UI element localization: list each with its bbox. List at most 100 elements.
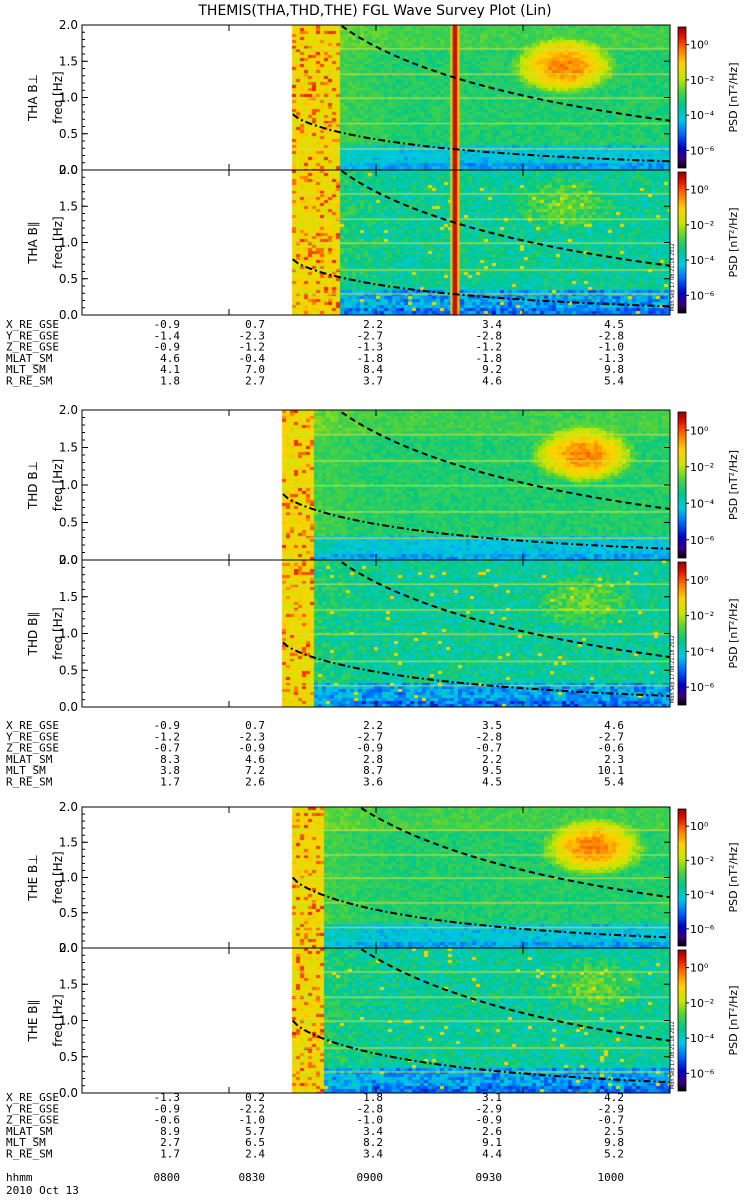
ephemeris-value: -2.8 <box>476 329 503 342</box>
colorbar-tick-label: 10⁻² <box>690 219 714 232</box>
freq-axis-label: freq [Hz] <box>51 851 65 903</box>
ephemeris-value: 5.2 <box>604 1148 624 1161</box>
time-tick-label: 0830 <box>239 1171 266 1184</box>
lower-gyrofrequency-curve <box>291 1019 671 1084</box>
freq-tick-label: 0.5 <box>59 272 78 286</box>
colorbar <box>677 808 687 947</box>
ephemeris-value: 2.2 <box>363 719 383 732</box>
ephemeris-value: 7.2 <box>245 764 265 777</box>
colorbar-tick-label: 10⁻⁴ <box>690 109 715 122</box>
ephemeris-label: MLAT_SM <box>6 753 53 766</box>
ephemeris-label: R_RE_SM <box>6 375 53 388</box>
panel-label: THD B⊥ <box>26 461 40 510</box>
ephemeris-tha: X_RE_GSE -0.9 0.7 2.2 3.4 4.5 Y_RE_GSE -1.4 -2.3… <box>6 318 624 388</box>
freq-tick-label: 0.0 <box>59 1086 78 1100</box>
ephemeris-value: 2.3 <box>604 753 624 766</box>
ephemeris-value: 4.6 <box>482 375 502 388</box>
ephemeris-value: -1.4 <box>154 329 181 342</box>
ephemeris-label: Y_RE_GSE <box>6 1102 59 1115</box>
ephemeris-label: MLAT_SM <box>6 352 53 365</box>
freq-tick-label: 0.5 <box>59 127 78 141</box>
colorbar <box>677 171 687 314</box>
ephemeris-value: 1.7 <box>160 776 180 789</box>
panel-label: THA B⊥ <box>26 74 40 122</box>
ephemeris-value: -2.9 <box>598 1102 625 1115</box>
spectrogram-image <box>82 560 670 707</box>
freq-axis-label: freq [Hz] <box>51 994 65 1046</box>
panel-label: THA B∥ <box>26 221 40 265</box>
freq-tick-label: 1.0 <box>59 871 78 885</box>
ephemeris-value: 3.4 <box>363 1148 383 1161</box>
upper-gyrofrequency-curve <box>341 25 671 122</box>
ephemeris-value: -0.7 <box>476 742 503 755</box>
spectrogram-the-par: 0.0 0.5 1.0 1.5 2.0 THE B∥ freq [Hz] 10⁰ 10⁻² 10⁻… <box>26 941 740 1100</box>
date-label: 2010 Oct 13 <box>6 1184 79 1197</box>
ephemeris-value: -2.2 <box>239 1102 266 1115</box>
ephemeris-value: 5.4 <box>604 375 624 388</box>
creation-timestamp: Mon Sep 17 08:21:18 2012 <box>670 243 676 311</box>
ephemeris-tables: X_RE_GSE -0.9 0.7 2.2 3.4 4.5 Y_RE_GSE -1.4 -2.3… <box>6 318 624 1161</box>
ephemeris-value: -0.9 <box>154 1102 181 1115</box>
ephemeris-value: 9.2 <box>482 363 502 376</box>
colorbar <box>677 26 687 169</box>
freq-tick-label: 1.0 <box>59 1014 78 1028</box>
ephemeris-value: -2.7 <box>598 730 625 743</box>
ephemeris-value: 8.4 <box>363 363 383 376</box>
ephemeris-value: -1.2 <box>476 341 503 354</box>
freq-tick-label: 2.0 <box>59 553 78 567</box>
colorbar-tick-label: 10⁻² <box>690 997 714 1010</box>
ephemeris-value: 0.7 <box>245 719 265 732</box>
ephemeris-value: 2.6 <box>482 1125 502 1138</box>
freq-tick-label: 1.5 <box>59 835 78 849</box>
colorbar-label: PSD [nT²/Hz] <box>727 62 740 132</box>
ephemeris-label: Z_RE_GSE <box>6 341 59 354</box>
freq-tick-label: 1.5 <box>59 977 78 991</box>
ephemeris-value: -1.8 <box>357 352 384 365</box>
freq-axis-label: freq [Hz] <box>51 459 65 511</box>
time-tick-label: 0800 <box>154 1171 181 1184</box>
ephemeris-value: -1.0 <box>598 341 625 354</box>
upper-gyrofrequency-curve <box>341 170 671 267</box>
ephemeris-value: -2.3 <box>239 730 266 743</box>
colorbar-tick-label: 10⁰ <box>690 39 709 52</box>
ephemeris-label: MLT_SM <box>6 764 46 777</box>
ephemeris-value: 4.6 <box>604 719 624 732</box>
spectrogram-thd-perp: 0.0 0.5 1.0 1.5 2.0 THD B⊥ freq [Hz] 10⁰ 10⁻² 10⁻… <box>26 403 740 567</box>
ephemeris-value: -0.6 <box>154 1114 181 1127</box>
freq-tick-label: 0.0 <box>59 700 78 714</box>
colorbar-tick-label: 10⁻² <box>690 461 714 474</box>
freq-tick-label: 0.5 <box>59 906 78 920</box>
colorbar-label: PSD [nT²/Hz] <box>727 598 740 668</box>
ephemeris-label: Y_RE_GSE <box>6 730 59 743</box>
ephemeris-value: -0.9 <box>239 742 266 755</box>
colorbar <box>677 561 687 706</box>
freq-tick-label: 0.0 <box>59 308 78 322</box>
ephemeris-value: -1.3 <box>154 1091 181 1104</box>
ephemeris-value: 4.2 <box>604 1091 624 1104</box>
colorbar-tick-label: 10⁰ <box>690 184 709 197</box>
ephemeris-value: 2.7 <box>160 1136 180 1149</box>
ephemeris-value: 0.7 <box>245 318 265 331</box>
freq-tick-label: 0.5 <box>59 516 78 530</box>
ephemeris-value: 4.1 <box>160 363 180 376</box>
colorbar-tick-label: 10⁻⁴ <box>690 645 715 658</box>
freq-tick-label: 1.5 <box>59 54 78 68</box>
panel-label: THD B∥ <box>26 612 40 657</box>
ephemeris-value: 4.6 <box>160 352 180 365</box>
freq-tick-label: 0.5 <box>59 663 78 677</box>
ephemeris-value: 9.8 <box>604 1136 624 1149</box>
colorbar-label: PSD [nT²/Hz] <box>727 985 740 1055</box>
colorbar-label: PSD [nT²/Hz] <box>727 842 740 912</box>
ephemeris-value: -0.9 <box>154 719 181 732</box>
freq-tick-label: 1.0 <box>59 478 78 492</box>
colorbar-tick-label: 10⁻⁶ <box>690 681 715 694</box>
spectrogram-image <box>82 410 670 560</box>
creation-timestamp: Mon Sep 17 08:21:18 2012 <box>670 1021 676 1089</box>
colorbar-tick-label: 10⁻⁶ <box>690 1067 715 1080</box>
freq-axis-label: freq [Hz] <box>51 607 65 659</box>
ephemeris-label: R_RE_SM <box>6 776 53 789</box>
colorbar-tick-label: 10⁰ <box>690 574 709 587</box>
ephemeris-value: 8.9 <box>160 1125 180 1138</box>
colorbar <box>677 411 687 559</box>
ephemeris-value: 9.1 <box>482 1136 502 1149</box>
